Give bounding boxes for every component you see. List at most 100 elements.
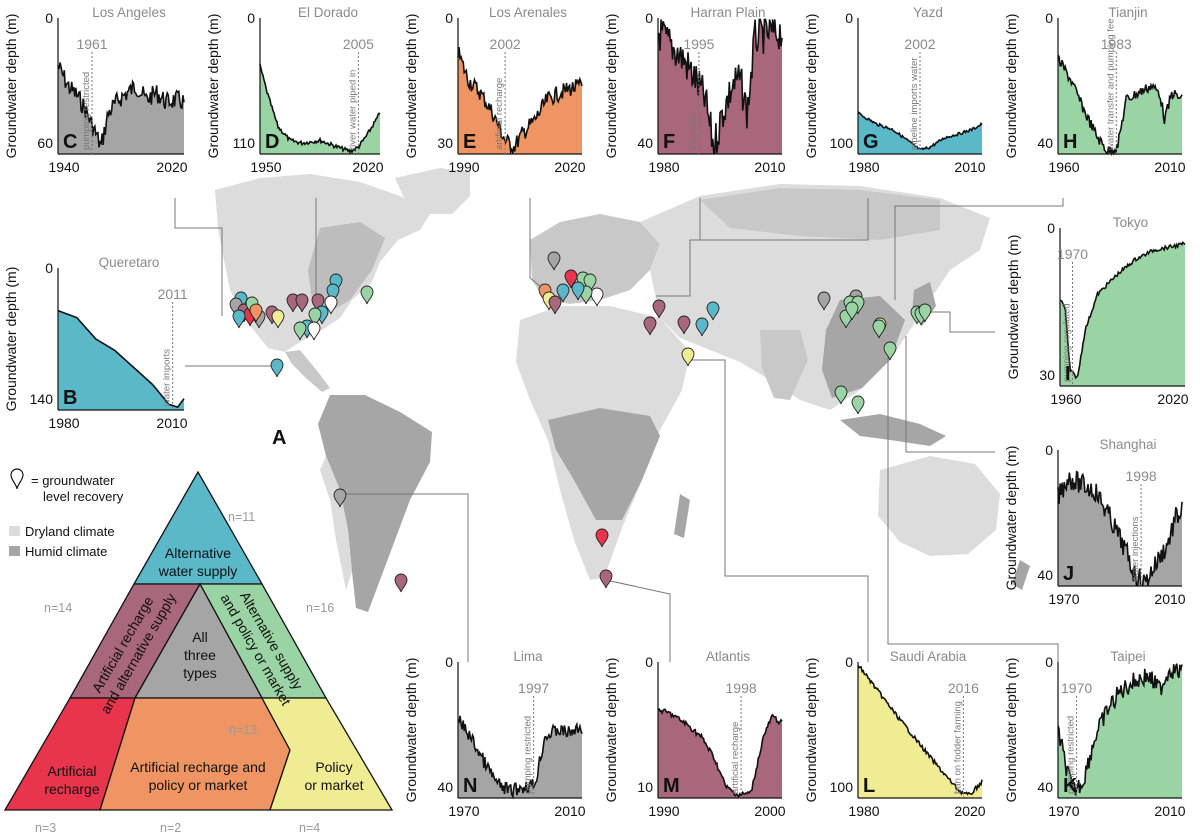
panel-letter: H (1063, 131, 1077, 153)
map-indonesia (840, 414, 946, 446)
connector-saudi (690, 359, 869, 662)
y-tick-bottom: 30 (1039, 367, 1055, 383)
series-area-harran-plain (658, 19, 782, 155)
y-axis-label: Groundwater depth (m) (205, 14, 221, 159)
event-label: river water piped in (347, 70, 358, 150)
event-label: pumping restricted (1066, 716, 1077, 794)
panel-tokyo: 1970 pumping regulated Tokyo 0 30 1960 2020 Gro… (1005, 215, 1189, 407)
event-year: 1961 (76, 36, 107, 52)
city-name: Lima (513, 649, 543, 664)
x-tick-start: 1980 (848, 159, 879, 175)
city-name: Los Arenales (489, 5, 567, 20)
y-tick-bottom: 40 (1037, 779, 1053, 795)
series-area-tokyo (1060, 242, 1185, 386)
city-name: Queretaro (99, 255, 160, 270)
tri-artificial-2: recharge (44, 781, 99, 797)
y-tick-top: 0 (1045, 442, 1053, 458)
tri-recharge-policy-1: Artificial recharge and (130, 759, 265, 775)
panel-los-arenales: 2002 artificial recharge Los Arenales 0 30 19… (403, 5, 586, 175)
y-axis-label: Groundwater depth (m) (1003, 446, 1019, 591)
x-tick-end: 2010 (554, 803, 585, 819)
series-area-saudi-arabia (858, 665, 982, 798)
count-policy: n=4 (299, 821, 320, 835)
map-pin (293, 321, 307, 341)
panel-letter: N (463, 775, 477, 797)
x-tick-end: 2010 (1154, 159, 1185, 175)
panel-yazd: 2002 pipeline imports water Yazd 0 100 1980 20… (803, 5, 986, 175)
x-tick-end: 2010 (1154, 591, 1185, 607)
map-south-america-dry (320, 456, 352, 590)
series-line-los-angeles (57, 62, 185, 148)
event-year: 2016 (948, 680, 979, 696)
y-tick-bottom: 100 (830, 135, 854, 151)
series-area-atlantis (658, 708, 782, 798)
y-tick-top: 0 (445, 10, 453, 26)
x-tick-end: 2020 (156, 159, 187, 175)
city-name: El Dorado (298, 5, 358, 20)
map-pin (324, 295, 338, 315)
x-tick-end: 2010 (754, 159, 785, 175)
x-tick-end: 2020 (352, 159, 383, 175)
world-map (215, 168, 1030, 612)
event-year: 1970 (1057, 246, 1088, 262)
event-label: pipeline imports water (909, 58, 920, 150)
event-year: 2005 (343, 36, 374, 52)
count-alt-policy: n=16 (306, 601, 334, 615)
connector-shanghai (905, 336, 995, 453)
map-pin (834, 385, 848, 405)
map-greenland (395, 168, 470, 214)
tri-all-three-2: three (184, 647, 216, 663)
series-line-los-arenales (457, 47, 583, 155)
x-tick-end: 2010 (156, 415, 187, 431)
map-pin (249, 303, 263, 323)
map-pin (556, 283, 570, 303)
tri-alt-supply-2: water supply (158, 563, 238, 579)
recovery-pins (229, 251, 932, 593)
y-tick-top: 0 (645, 10, 653, 26)
y-tick-bottom: 140 (30, 391, 54, 407)
x-tick-start: 1960 (1050, 391, 1081, 407)
y-tick-top: 0 (645, 654, 653, 670)
connector-tokyo (920, 311, 995, 333)
event-year: 2002 (904, 36, 935, 52)
y-tick-bottom: 40 (437, 779, 453, 795)
city-name: Yazd (913, 5, 943, 20)
series-line-tokyo (1059, 241, 1186, 380)
tri-artificial-1: Artificial (47, 763, 96, 779)
map-pin (872, 319, 886, 339)
event-label: artificial recharge (494, 78, 505, 150)
series-area-taipei (1058, 663, 1182, 798)
series-area-yazd (858, 112, 982, 154)
y-axis-label: Groundwater depth (m) (1003, 14, 1019, 159)
event-year: 1998 (1126, 468, 1157, 484)
event-year: 1970 (1061, 680, 1092, 696)
count-alt-supply: n=11 (228, 510, 255, 524)
series-line-taipei (1057, 663, 1183, 796)
x-tick-start: 1970 (448, 803, 479, 819)
panel-letter: M (663, 775, 680, 797)
panel-lima: 1997 pumping restricted Lima 0 40 1970 2010 Gro… (403, 649, 586, 819)
x-tick-start: 1990 (648, 803, 679, 819)
map-pin (681, 347, 695, 367)
y-tick-top: 0 (845, 654, 853, 670)
map-pin (677, 315, 691, 335)
series-area-los-arenales (458, 47, 582, 154)
x-tick-start: 1980 (648, 159, 679, 175)
city-name: Shanghai (1099, 437, 1156, 452)
panel-harran-plain: 1995 irrigation Harran Plain 0 40 1980 2010 Gro… (603, 5, 786, 175)
map-madagascar (674, 494, 690, 538)
x-tick-end: 2020 (954, 803, 985, 819)
map-pin (845, 301, 859, 321)
legend-pin-label-1: = groundwater (31, 473, 115, 488)
y-tick-bottom: 40 (1037, 567, 1053, 583)
y-tick-bottom: 10 (637, 779, 653, 795)
tri-all-three-1: All (192, 629, 208, 645)
time-series-panels: 2011 water imports Queretaro 0 140 1980 2010 Gr… (3, 5, 1189, 819)
event-label: water injections (1130, 516, 1141, 583)
y-axis-label: Groundwater depth (m) (603, 658, 619, 803)
city-name: Saudi Arabia (890, 649, 967, 664)
panel-letter: E (463, 131, 476, 153)
legend-humid-swatch (9, 546, 20, 556)
count-recharge-policy: n=2 (160, 821, 181, 835)
y-tick-top: 0 (45, 260, 53, 276)
